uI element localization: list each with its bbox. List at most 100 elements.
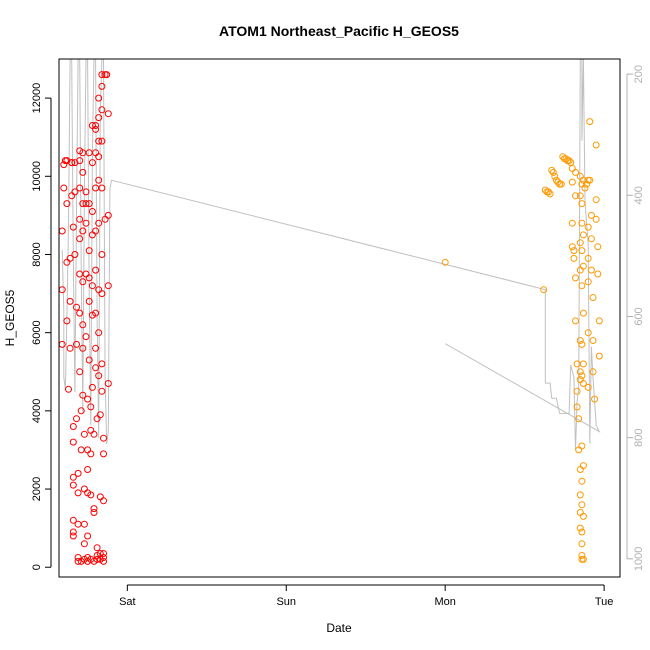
data-point [76, 184, 84, 192]
data-point [584, 223, 592, 231]
data-point [92, 364, 100, 372]
data-point [578, 540, 586, 548]
data-point [98, 71, 106, 79]
data-point [85, 200, 93, 208]
data-point [549, 168, 557, 176]
data-point [595, 317, 603, 325]
data-point [58, 227, 66, 235]
data-point [98, 360, 106, 368]
data-point [87, 426, 95, 434]
data-point [104, 110, 112, 118]
data-point [65, 385, 72, 393]
data-point [576, 466, 584, 473]
data-point [586, 118, 594, 126]
data-point [572, 317, 579, 325]
data-point [77, 446, 85, 454]
data-point [95, 114, 103, 122]
data-point [98, 137, 106, 145]
data-point [92, 149, 100, 157]
data-point [80, 520, 88, 528]
data-point [592, 141, 600, 149]
data-point [576, 509, 584, 516]
data-point [92, 122, 100, 129]
data-point [576, 172, 584, 180]
data-point [589, 337, 597, 344]
data-point [92, 184, 100, 192]
data-point [66, 344, 74, 352]
data-point [95, 329, 103, 337]
data-point [95, 94, 103, 102]
data-point [573, 387, 581, 395]
data-point [578, 340, 586, 348]
y2-tick-label: 600 [633, 307, 645, 325]
data-point [87, 491, 95, 499]
data-point [74, 520, 82, 528]
data-point [84, 446, 92, 454]
data-point [92, 266, 100, 274]
data-point [595, 352, 603, 360]
pressure-line [61, 59, 601, 450]
data-point [540, 286, 548, 294]
data-point [92, 344, 100, 352]
data-point [92, 125, 100, 133]
data-point [545, 188, 552, 196]
data-point [589, 368, 597, 376]
data-point [570, 247, 578, 255]
data-point [77, 407, 85, 415]
y2-tick-label: 1000 [633, 547, 645, 571]
data-point [578, 552, 586, 559]
data-point [73, 303, 80, 311]
data-point [581, 184, 589, 192]
data-point [76, 368, 84, 376]
x-tick-label: Tue [595, 596, 614, 608]
data-point [93, 544, 101, 552]
data-point [104, 282, 112, 290]
data-point [60, 184, 68, 192]
data-point [82, 219, 90, 227]
data-point [82, 200, 90, 208]
data-point [100, 557, 107, 565]
data-point [66, 297, 74, 305]
data-point [73, 415, 80, 423]
data-point [575, 446, 583, 454]
data-point [587, 211, 595, 219]
data-point [88, 159, 96, 167]
data-point [90, 509, 98, 516]
data-point [93, 555, 101, 563]
data-point [71, 188, 79, 196]
data-point [592, 215, 600, 223]
y2-tick-label: 800 [633, 428, 645, 446]
data-point [79, 344, 87, 352]
data-point [572, 168, 579, 176]
data-point [87, 450, 95, 458]
y2-tick-label: 400 [633, 186, 645, 204]
data-point [85, 297, 93, 305]
data-point [71, 251, 79, 258]
data-point [60, 161, 68, 169]
data-point [100, 497, 107, 505]
data-point [576, 192, 584, 200]
data-point [578, 200, 586, 208]
data-point [98, 82, 106, 90]
data-point [98, 184, 106, 192]
x-tick-label: Sat [119, 596, 136, 608]
data-point [104, 380, 112, 387]
data-point [88, 208, 96, 215]
data-point [101, 215, 109, 223]
data-point [98, 290, 106, 298]
data-point [584, 254, 592, 262]
data-point [69, 528, 77, 536]
data-point [98, 387, 106, 395]
data-point [92, 227, 100, 235]
data-point [76, 157, 84, 165]
y-tick-label: 2000 [31, 477, 43, 501]
data-point [579, 555, 587, 563]
data-point [573, 403, 581, 411]
plot-frame [58, 58, 621, 578]
data-point [568, 219, 576, 227]
data-point [100, 550, 107, 557]
data-point [579, 360, 587, 368]
data-point [80, 540, 88, 548]
data-point [98, 106, 106, 114]
